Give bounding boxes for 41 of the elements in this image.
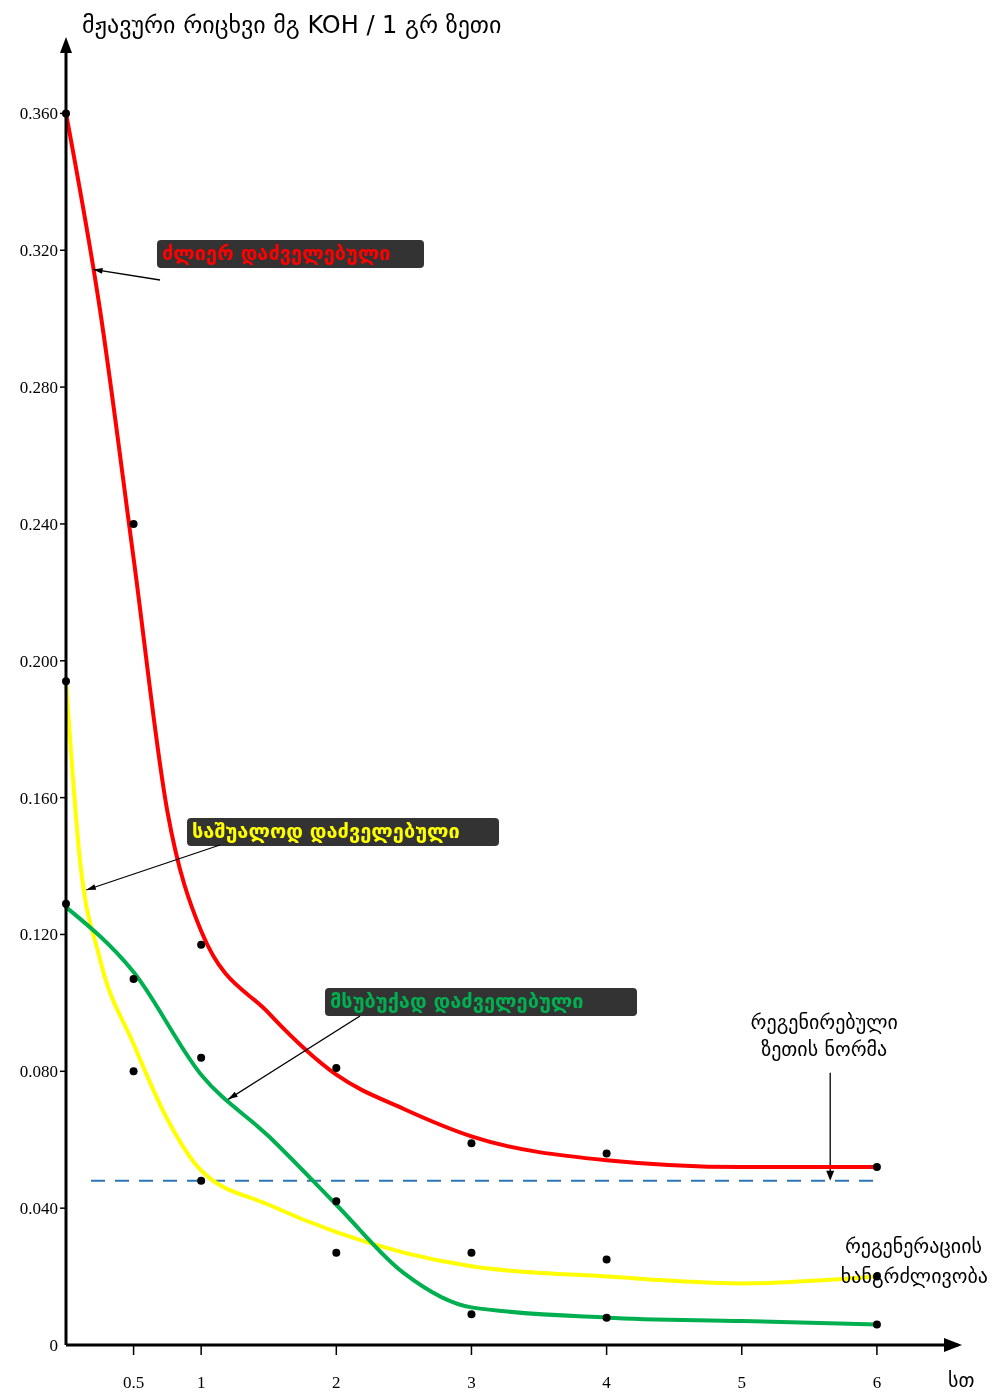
x-axis-title: სთ [948, 1368, 975, 1392]
x-tick-label: 6 [872, 1373, 882, 1392]
y-tick-label: 0.120 [19, 925, 58, 945]
x-tick-label: 4 [602, 1373, 612, 1392]
point [129, 519, 138, 528]
y-tick-label: 0.360 [19, 104, 58, 124]
point [467, 1310, 476, 1319]
y-tick-label: 0.240 [19, 514, 58, 534]
point [602, 1255, 611, 1264]
text: ძლიერ დაძველებული [162, 241, 391, 265]
y-tick-label: 0.160 [19, 788, 58, 808]
y-tick-label: 0.200 [19, 651, 58, 671]
point [129, 974, 138, 983]
point [332, 1063, 341, 1072]
point [197, 940, 206, 949]
annotation: რეგენერაციის ხანგრძლივობა [840, 1234, 988, 1288]
point [332, 1197, 341, 1206]
point [129, 1067, 138, 1076]
x-tick-label: 2 [332, 1373, 341, 1392]
y-tick-label: 0 [49, 1336, 58, 1355]
x-tick-label: 5 [737, 1373, 747, 1392]
y-tick-label: 0.280 [19, 378, 58, 398]
point [467, 1139, 476, 1148]
y-tick-label: 0.040 [19, 1199, 58, 1219]
y-tick-label: 0.080 [19, 1062, 58, 1082]
x-tick-label: 1 [196, 1373, 206, 1392]
point [872, 1320, 881, 1329]
text: მსუბუქად დაძველებული [330, 989, 584, 1013]
point [602, 1313, 611, 1322]
point [602, 1149, 611, 1158]
x-tick-label: 3 [467, 1373, 476, 1392]
y-tick-label: 0.320 [19, 241, 58, 261]
text: საშუალოდ დაძველებული [192, 819, 460, 843]
point [332, 1248, 341, 1257]
point [197, 1053, 206, 1062]
point [872, 1163, 881, 1172]
x-tick-label: 0.5 [122, 1373, 145, 1392]
ref-line-label: რეგენირებული ზეთის ნორმა [750, 1009, 898, 1061]
y-axis-title: მჟავური რიცხვი მგ KOH / 1 გრ ზეთი [82, 11, 502, 39]
point [467, 1248, 476, 1257]
point [197, 1176, 206, 1185]
